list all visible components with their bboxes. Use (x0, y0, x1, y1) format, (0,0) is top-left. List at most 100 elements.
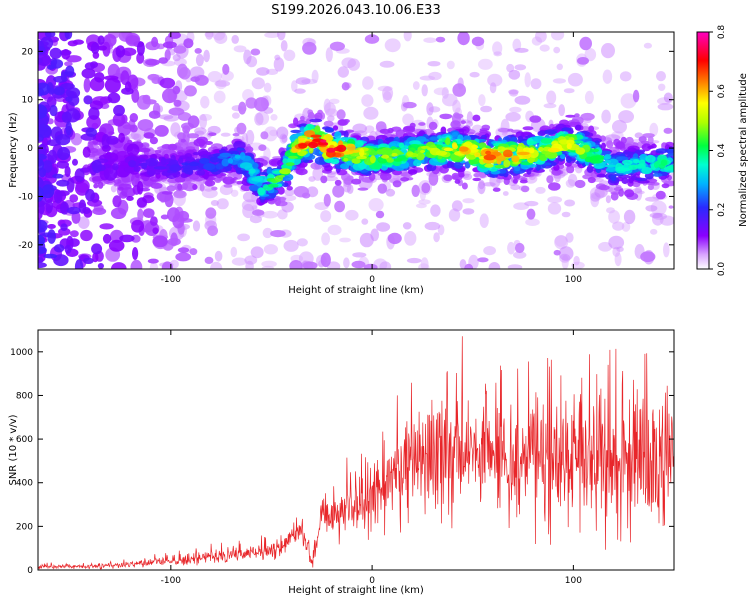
heatmap-cell (368, 198, 384, 212)
heatmap-cell (554, 235, 569, 250)
heatmap-cell (263, 244, 278, 255)
heatmap-cell (323, 142, 329, 146)
heatmap-cell (236, 122, 247, 135)
heatmap-cell (565, 156, 572, 163)
heatmap-cell (421, 84, 428, 97)
heatmap-cell (307, 111, 315, 120)
heatmap-cell (380, 172, 392, 181)
heatmap-cell (38, 177, 44, 189)
heatmap-cell (509, 106, 522, 113)
heatmap-cell (167, 143, 178, 151)
heatmap-cell (239, 162, 253, 169)
heatmap-cell (575, 124, 582, 131)
heatmap-cell (402, 113, 414, 126)
heatmap-cell (277, 186, 285, 195)
heatmap-cell (519, 179, 528, 184)
heatmap-cell (453, 113, 464, 119)
heatmap-cell (586, 165, 594, 173)
heatmap-cell (82, 146, 91, 158)
heatmap-cell (413, 159, 422, 167)
heatmap-cell (655, 190, 666, 200)
heatmap-cell (251, 77, 265, 90)
heatmap-cell (409, 140, 421, 146)
heatmap-cell (141, 162, 148, 169)
heatmap-cell (323, 193, 331, 207)
heatmap-cell (177, 247, 190, 253)
heatmap-cell (546, 90, 557, 105)
heatmap-cell (170, 232, 178, 247)
heatmap-cell (192, 184, 198, 190)
heatmap-cell (112, 195, 122, 208)
heatmap-cell (663, 127, 673, 134)
heatmap-cell (332, 125, 339, 131)
heatmap-cell (129, 124, 138, 133)
heatmap-cell (424, 221, 441, 231)
heatmap-cell (642, 133, 655, 138)
colorbar-tick-label: 0.0 (717, 262, 727, 277)
colorbar-gradient (696, 31, 710, 270)
heatmap-cell (359, 232, 374, 248)
heatmap-cell (594, 140, 600, 146)
heatmap-cell (588, 125, 595, 133)
heatmap-cell (379, 60, 395, 68)
heatmap-cell (547, 202, 562, 215)
heatmap-cell (537, 147, 544, 152)
heatmap-cell (635, 177, 648, 182)
heatmap-cell (242, 203, 255, 219)
heatmap-cell (47, 149, 58, 164)
heatmap-cell (136, 181, 144, 195)
heatmap-cell (430, 204, 441, 217)
heatmap-cell (345, 209, 359, 221)
heatmap-cell (647, 145, 655, 149)
heatmap-cell (638, 136, 647, 143)
heatmap-cell (38, 104, 48, 119)
heatmap-cell (147, 73, 160, 81)
heatmap-cell (660, 159, 668, 166)
heatmap-cell (38, 158, 45, 171)
heatmap-cell (149, 136, 158, 145)
heatmap-cell (121, 47, 137, 56)
heatmap-cell (507, 171, 516, 174)
heatmap-cell (233, 45, 247, 53)
heatmap-cell (610, 192, 619, 201)
heatmap-cell (466, 111, 473, 124)
heatmap-cell (435, 36, 446, 43)
spectrogram-frame (37, 31, 675, 270)
heatmap-cell (137, 208, 144, 221)
heatmap-cell (483, 246, 496, 256)
heatmap-cell (160, 214, 169, 220)
heatmap-cell (99, 223, 114, 230)
heatmap-cell (540, 138, 553, 144)
heatmap-cell (596, 174, 607, 178)
heatmap-cell (222, 176, 235, 185)
heatmap-cell (565, 232, 574, 243)
heatmap-cell (621, 159, 633, 165)
heatmap-cell (612, 119, 627, 134)
heatmap-cell (492, 187, 501, 192)
heatmap-cell (288, 155, 298, 159)
heatmap-cell (148, 110, 161, 119)
heatmap-cell (526, 208, 536, 220)
heatmap-cell (343, 177, 353, 185)
snr-x-ticks: -100 0 100 (161, 330, 582, 586)
heatmap-cell (124, 166, 137, 173)
heatmap-cell (416, 152, 425, 161)
heatmap-cell (579, 36, 592, 51)
heatmap-cell (167, 207, 180, 223)
heatmap-cell (477, 257, 489, 263)
heatmap-cell (535, 186, 546, 194)
heatmap-cell (42, 232, 56, 238)
heatmap-cell (387, 127, 394, 134)
heatmap-cell (553, 46, 561, 54)
heatmap-cell (254, 112, 264, 126)
heatmap-cell (203, 184, 215, 192)
heatmap-cell (584, 48, 597, 62)
heatmap-cell (107, 92, 121, 104)
heatmap-cell (639, 159, 646, 166)
heatmap-cell (384, 38, 401, 53)
heatmap-cell (65, 65, 75, 77)
heatmap-cell (472, 114, 481, 122)
heatmap-cell (320, 210, 332, 223)
heatmap-cell (314, 112, 323, 121)
